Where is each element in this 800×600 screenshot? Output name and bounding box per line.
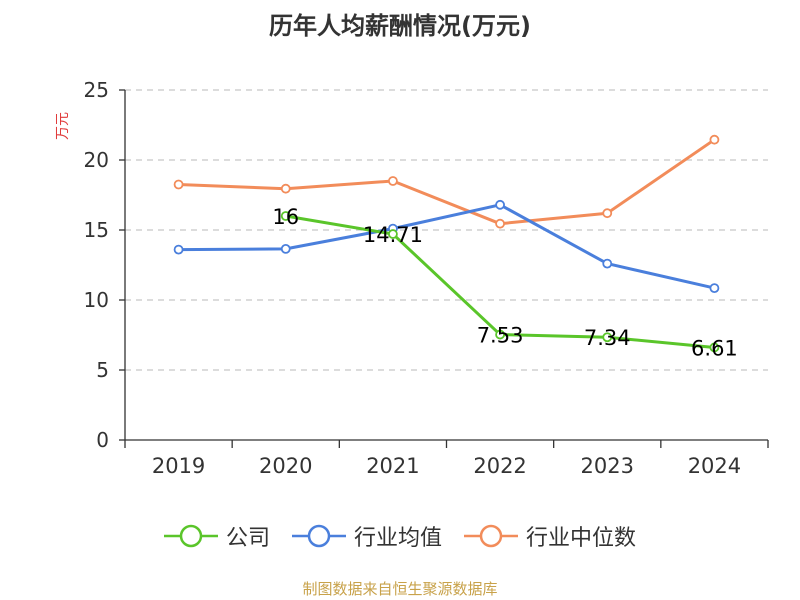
data-point-0 [280,211,291,221]
x-tick-label: 2020 [259,454,312,478]
legend-swatch-industry-mean [291,524,346,548]
legend: 公司 行业均值 行业中位数 [0,520,800,552]
data-point-2 [495,218,505,229]
legend-label-industry-median: 行业中位数 [526,526,637,551]
data-label: 7.53 [477,324,524,348]
legend-label-industry-mean: 行业均值 [353,526,442,551]
data-point-0 [709,342,720,353]
data-point-2 [709,134,720,145]
data-point-1 [173,244,184,255]
y-tick-label: 0 [96,428,109,452]
legend-label-company: 公司 [225,526,270,551]
legend-item-company[interactable]: 公司 [163,520,270,552]
x-tick-label: 2022 [473,454,526,478]
x-tick-label: 2021 [366,454,419,478]
data-point-2 [602,208,613,219]
data-point-2 [280,183,291,194]
y-tick-label: 20 [84,148,109,172]
data-label: 7.34 [584,326,631,350]
data-label: 14.71 [363,223,423,247]
y-tick-label: 5 [96,358,109,382]
source-note: 制图数据来自恒生聚源数据库 [302,580,498,598]
data-point-1 [709,283,720,294]
data-point-0 [495,329,505,340]
series-line-1 [178,203,715,290]
data-label: 6.61 [691,336,738,360]
legend-item-industry-mean[interactable]: 行业均值 [291,520,442,552]
y-tick-label: 25 [84,78,109,102]
chart-title: 历年人均薪酬情况(万元) [269,12,531,40]
series-line-2 [178,138,716,226]
data-point-1 [280,243,291,254]
data-point-2 [388,176,398,186]
legend-item-industry-median[interactable]: 行业中位数 [464,520,636,552]
data-label: 16 [272,205,299,229]
x-tick-label: 2024 [688,454,741,478]
data-point-0 [388,229,398,239]
legend-swatch-industry-median [464,524,518,548]
data-point-1 [495,199,505,210]
data-point-2 [173,179,184,190]
y-tick-label: 15 [84,218,109,242]
data-point-1 [602,258,613,269]
legend-swatch-company [163,524,218,548]
y-tick-label: 10 [84,288,109,312]
x-tick-label: 2023 [581,454,634,478]
x-tick-label: 2019 [152,454,205,478]
data-point-0 [602,332,613,343]
